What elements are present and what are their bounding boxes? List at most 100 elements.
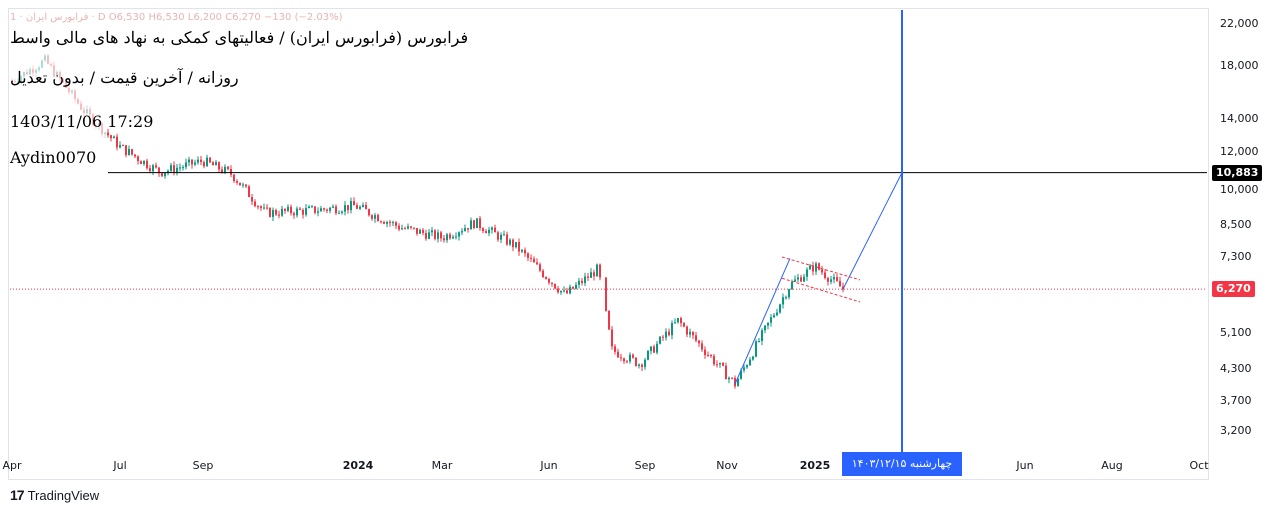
- candle-body: [485, 231, 487, 234]
- candle-body: [800, 277, 802, 282]
- candle-body: [260, 206, 262, 209]
- candle-body: [197, 159, 199, 163]
- candle-body: [224, 166, 226, 173]
- candle-body: [257, 206, 259, 208]
- candle-body: [161, 173, 163, 177]
- candle-body: [650, 346, 652, 351]
- candle-body: [395, 222, 397, 226]
- candle-body: [242, 184, 244, 186]
- candle-body: [266, 207, 268, 209]
- candle-body: [698, 340, 700, 344]
- candle-body: [392, 222, 394, 224]
- candle-body: [746, 365, 748, 368]
- candle-body: [827, 277, 829, 282]
- candle-body: [74, 90, 76, 100]
- candle-body: [524, 249, 526, 254]
- candle-body: [515, 241, 517, 248]
- candle-body: [821, 269, 823, 273]
- candle-body: [281, 208, 283, 216]
- candle-body: [785, 297, 787, 299]
- candle-body: [623, 358, 625, 362]
- y-tick-label: 12,000: [1220, 144, 1259, 158]
- candle-body: [134, 154, 136, 157]
- candle-body: [119, 145, 121, 148]
- candle-body: [488, 229, 490, 234]
- candle-body: [230, 168, 232, 175]
- candle-body: [314, 206, 316, 213]
- candle-body: [179, 167, 181, 169]
- candle-body: [758, 340, 760, 342]
- candle-body: [647, 350, 649, 360]
- candle-body: [548, 278, 550, 283]
- candle-body: [125, 145, 127, 156]
- impulse-trendline: [734, 258, 791, 385]
- footer[interactable]: 17 TradingView: [10, 487, 99, 503]
- candle-body: [338, 212, 340, 214]
- x-tick-label: 2024: [342, 459, 374, 472]
- candle-body: [833, 277, 835, 280]
- candle-body: [152, 165, 154, 172]
- candle-body: [263, 207, 265, 209]
- candle-body: [806, 269, 808, 277]
- candle-body: [206, 157, 208, 167]
- candle-body: [638, 364, 640, 366]
- candle-body: [764, 325, 766, 331]
- candle-body: [614, 346, 616, 352]
- candle-body: [566, 290, 568, 294]
- candle-body: [749, 359, 751, 366]
- candle-body: [407, 226, 409, 229]
- x-tick-label: Sep: [192, 459, 214, 472]
- candle-body: [794, 279, 796, 282]
- x-tick-label: Apr: [2, 459, 22, 472]
- candle-body: [509, 239, 511, 245]
- candle-body: [752, 356, 754, 360]
- candle-body: [590, 272, 592, 278]
- candle-body: [470, 220, 472, 230]
- candle-body: [620, 357, 622, 359]
- candle-body: [569, 286, 571, 294]
- candle-body: [686, 326, 688, 335]
- candle-body: [233, 174, 235, 182]
- candle-body: [773, 315, 775, 318]
- y-tick-label: 14,000: [1220, 112, 1259, 126]
- candle-body: [674, 322, 676, 324]
- candle-body: [128, 149, 130, 156]
- candle-body: [59, 71, 61, 79]
- candle-body: [71, 90, 73, 93]
- candle-body: [737, 378, 739, 387]
- candle-body: [461, 231, 463, 233]
- candle-body: [425, 233, 427, 239]
- candle-body: [356, 205, 358, 209]
- chart-author: Aydin0070: [10, 148, 97, 167]
- candle-body: [701, 343, 703, 350]
- candle-body: [575, 284, 577, 289]
- candle-body: [581, 280, 583, 284]
- candle-body: [398, 225, 400, 230]
- candle-body: [542, 270, 544, 278]
- y-tick-label: 3,700: [1220, 393, 1252, 407]
- candle-body: [830, 279, 832, 282]
- x-tick-label: 2025: [799, 459, 831, 472]
- candle-body: [617, 351, 619, 358]
- candle-body: [203, 162, 205, 167]
- candle-body: [467, 228, 469, 230]
- candle-body: [155, 165, 157, 168]
- candle-body: [158, 167, 160, 174]
- x-tick-label: Oct: [1189, 459, 1209, 472]
- x-tick-label: Jun: [540, 459, 558, 472]
- candle-body: [419, 229, 421, 234]
- candle-body: [17, 81, 19, 83]
- candle-body: [503, 234, 505, 236]
- candle-body: [311, 206, 313, 208]
- candle-body: [359, 206, 361, 209]
- candle-body: [275, 210, 277, 215]
- candle-body: [149, 168, 151, 172]
- candle-body: [287, 206, 289, 211]
- candle-body: [365, 204, 367, 210]
- candle-body: [635, 357, 637, 366]
- candle-body: [710, 355, 712, 357]
- candle-body: [473, 220, 475, 228]
- candle-body: [371, 215, 373, 219]
- candle-body: [176, 167, 178, 173]
